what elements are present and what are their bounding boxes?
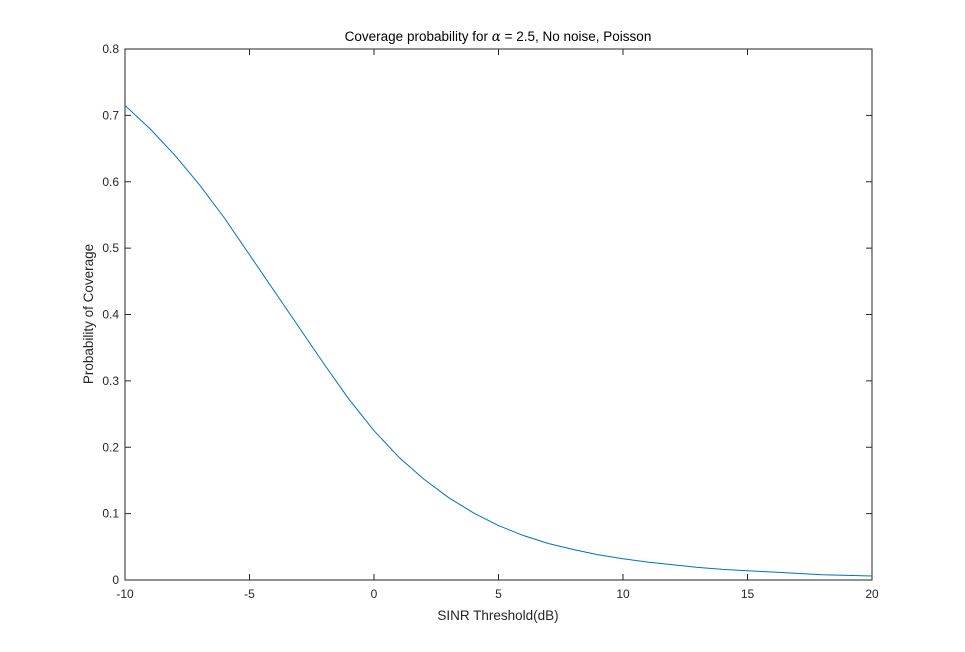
chart-title-symbol: α (492, 29, 501, 45)
x-tick-label: -5 (244, 587, 255, 601)
x-axis-label: SINR Threshold(dB) (437, 608, 558, 623)
x-tick-label: 0 (371, 587, 378, 601)
x-tick-label: 20 (865, 587, 879, 601)
y-tick-label: 0.2 (102, 440, 119, 454)
series-line (124, 105, 873, 577)
chart-title-prefix: Coverage probability for (345, 29, 492, 44)
plot-area: -10 -5 0 5 10 15 20 0 0.1 0.2 0.3 0.4 0.5 0.6 0.7 0.8 (102, 42, 879, 601)
y-tick-label: 0.8 (102, 42, 119, 56)
x-tick-label: -10 (116, 587, 134, 601)
x-tick-label: 10 (616, 587, 630, 601)
y-tick-label: 0.4 (102, 308, 119, 322)
y-tick-label: 0 (112, 573, 119, 587)
y-tick-label: 0.7 (102, 108, 119, 122)
y-axis-ticks: 0 0.1 0.2 0.3 0.4 0.5 0.6 0.7 0.8 (102, 42, 872, 587)
x-axis-ticks: -10 -5 0 5 10 15 20 (116, 49, 879, 601)
y-tick-label: 0.5 (102, 241, 119, 255)
x-tick-label: 15 (741, 587, 755, 601)
x-tick-label: 5 (495, 587, 502, 601)
series-layer (124, 105, 873, 577)
chart-title: Coverage probability for α = 2.5, No noi… (345, 29, 652, 45)
y-axis-label: Probability of Coverage (81, 244, 96, 384)
chart-title-suffix: = 2.5, No noise, Poisson (501, 29, 651, 44)
y-tick-label: 0.1 (102, 507, 119, 521)
y-tick-label: 0.3 (102, 374, 119, 388)
y-tick-label: 0.6 (102, 175, 119, 189)
